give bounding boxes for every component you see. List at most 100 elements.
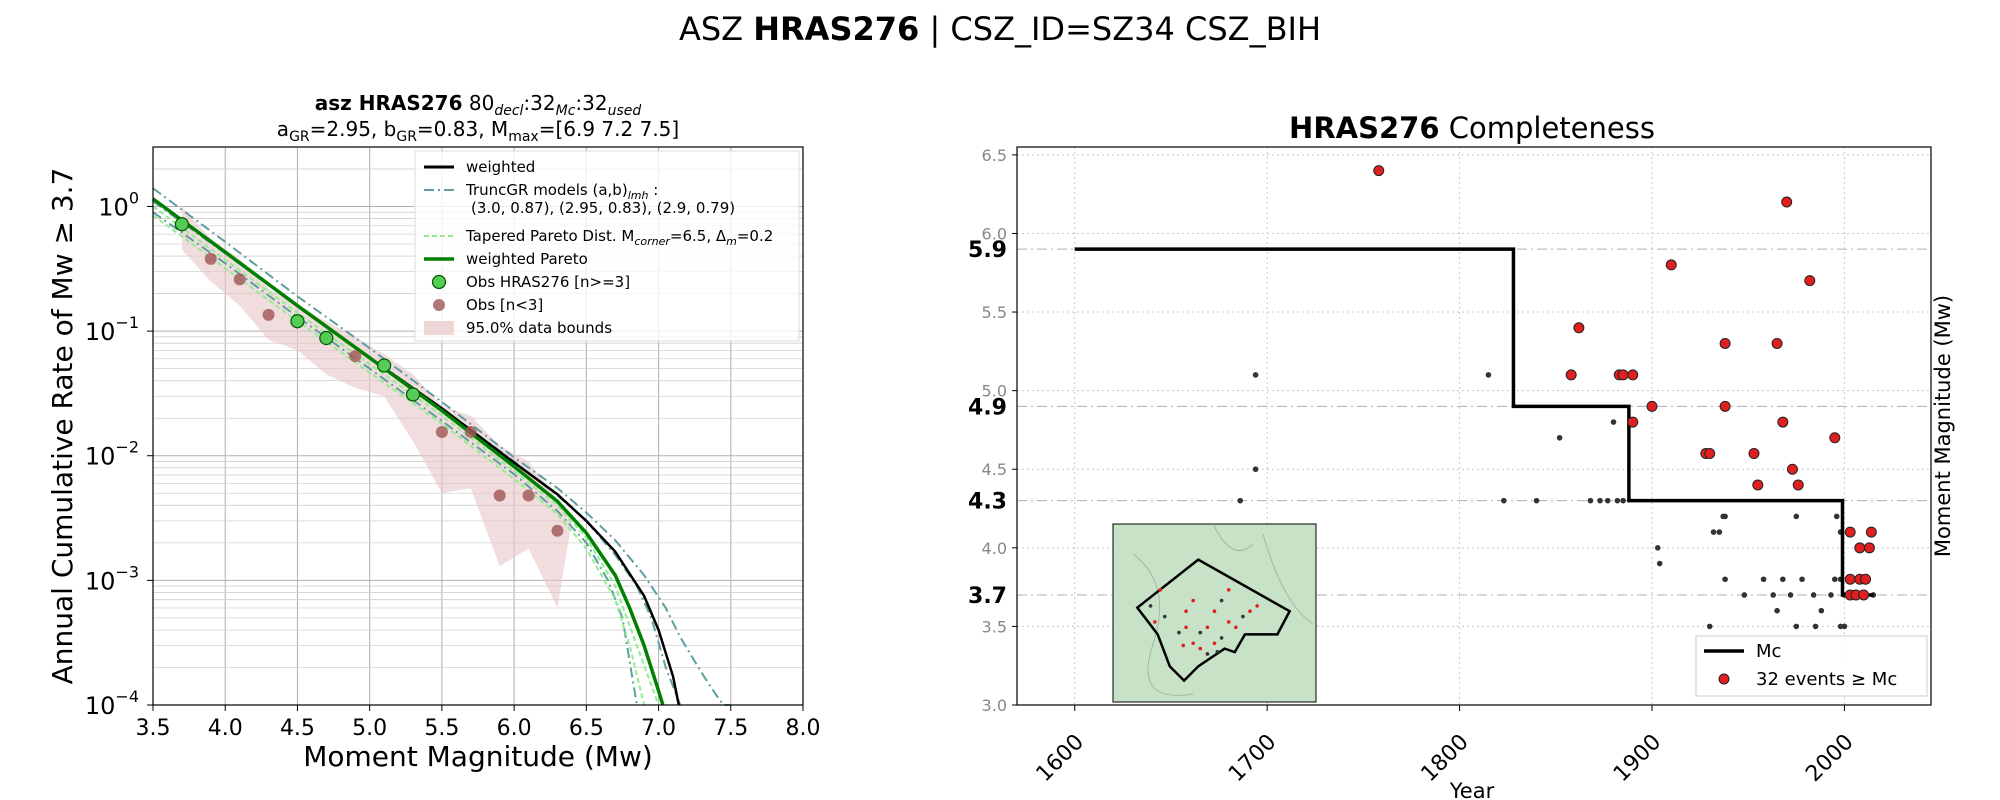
y-tick-label: 10−3 — [85, 562, 139, 595]
completeness-chart-title: HRAS276 Completeness — [1289, 111, 1655, 145]
obs-main-point — [290, 314, 305, 329]
inset-event-point — [1184, 609, 1188, 614]
mc-event-point — [1844, 526, 1856, 538]
obs-main-point — [405, 387, 421, 402]
legend-mc-label: Mc — [1756, 641, 1781, 662]
mc-event-point — [1792, 479, 1804, 491]
legend-obs-low-label: Obs [n<3] — [466, 296, 543, 314]
mc-event-point — [1719, 400, 1731, 412]
y-tick-label: 3.5 — [982, 617, 1007, 636]
small-event-point — [1604, 497, 1611, 504]
mc-event-point — [1646, 400, 1658, 412]
inset-event-point — [1198, 630, 1203, 635]
inset-event-point — [1215, 650, 1220, 654]
small-event-point — [1252, 372, 1259, 378]
inset-event-point — [1219, 598, 1224, 603]
x-tick-label: 6.0 — [497, 716, 532, 741]
inset-event-point — [1205, 652, 1210, 656]
mc-level-label: 4.9 — [968, 395, 1007, 420]
x-tick-label: 5.5 — [424, 716, 459, 741]
mc-event-point — [1860, 573, 1872, 585]
obs-low-point — [522, 489, 535, 502]
obs-main-point — [319, 330, 334, 346]
inset-event-point — [1162, 614, 1167, 619]
mc-events — [1373, 165, 1877, 601]
small-event-point — [1556, 434, 1563, 441]
small-event-point — [1706, 623, 1713, 630]
x-tick-label: 1600 — [1032, 730, 1089, 787]
small-event-point — [1793, 623, 1800, 630]
inset-event-point — [1198, 646, 1203, 651]
legend-obs-main-swatch — [431, 274, 447, 290]
small-event-point — [1799, 576, 1805, 583]
mc-event-point — [1752, 479, 1764, 491]
mc-event-point — [1665, 259, 1677, 271]
completeness-xlabel: Year — [1449, 779, 1495, 800]
mc-event-point — [1373, 165, 1385, 177]
legend-obs-main-label: Obs HRAS276 [n>=3] — [466, 273, 630, 291]
y-tick-label: 4.0 — [982, 539, 1007, 558]
legend-truncgr-values: (3.0, 0.87), (2.95, 0.83), (2.9, 0.79) — [471, 199, 735, 217]
observation-points — [174, 217, 564, 537]
mc-level-label: 5.9 — [968, 238, 1007, 263]
small-event-point — [1654, 545, 1661, 551]
inset-event-point — [1205, 625, 1210, 630]
x-tick-label: 5.0 — [352, 716, 387, 741]
obs-low-point — [551, 524, 564, 537]
completeness-legend: Mc 32 events ≥ Mc — [1695, 635, 1928, 697]
legend-box — [1695, 635, 1928, 697]
small-event-point — [1810, 592, 1817, 598]
inset-event-point — [1191, 641, 1195, 646]
small-event-point — [1587, 497, 1594, 504]
mc-event-point — [1858, 589, 1870, 601]
rate-chart-ylabel: Annual Cumulative Rate of Mw ≥ 3.7 — [46, 168, 79, 685]
mc-event-point — [1804, 275, 1816, 287]
obs-low-point — [435, 426, 448, 439]
x-tick-label: 7.5 — [713, 716, 748, 741]
y-tick-label: 5.0 — [982, 382, 1007, 401]
small-event-point — [1793, 513, 1800, 520]
wpareto-curve — [151, 197, 665, 706]
inset-event-point — [1191, 598, 1195, 603]
rate-chart: asz HRAS276 80decl:32Mc:32used aGR=2.95,… — [46, 91, 821, 773]
legend-truncgr-label: TruncGR models (a,b)lmh : — [465, 181, 658, 202]
rate-chart-title-line1: asz HRAS276 80decl:32Mc:32used — [315, 91, 642, 119]
small-event-point — [1774, 607, 1780, 614]
rate-chart-xlabel: Moment Magnitude (Mw) — [303, 740, 653, 773]
rate-chart-ticks: 3.5 4.0 4.5 5.0 5.5 6.0 6.5 7.0 7.5 8.0 100 10−1 10−… — [85, 188, 821, 741]
legend-obs-low-swatch — [433, 299, 445, 311]
inset-event-point — [1241, 614, 1245, 619]
x-tick-label: 2000 — [1801, 730, 1858, 787]
x-tick-label: 4.5 — [280, 716, 315, 741]
y-tick-label: 4.5 — [982, 460, 1007, 479]
mc-event-point — [1865, 526, 1877, 538]
inset-map — [1112, 523, 1317, 703]
truncgr-curve — [152, 187, 731, 706]
small-event-point — [1833, 513, 1840, 520]
mc-event-point — [1829, 432, 1841, 444]
y-tick-label: 6.0 — [982, 224, 1007, 243]
x-tick-label: 1700 — [1224, 730, 1281, 787]
small-event-point — [1656, 560, 1663, 567]
legend-box — [414, 150, 800, 342]
x-tick-label: 3.5 — [136, 716, 171, 741]
mc-step — [1074, 247, 1874, 597]
mc-event-point — [1854, 542, 1866, 554]
small-event-point — [1787, 592, 1794, 598]
small-event-point — [1485, 372, 1492, 378]
legend-wpareto-label: weighted Pareto — [466, 250, 588, 268]
mc-level-label: 4.3 — [968, 490, 1007, 515]
small-event-point — [1597, 497, 1603, 504]
mc-level-label: 3.7 — [968, 584, 1007, 609]
small-event-point — [1614, 497, 1621, 504]
inset-event-point — [1153, 620, 1157, 624]
small-event-point — [1780, 576, 1786, 583]
mc-event-point — [1565, 369, 1577, 381]
y-tick-label: 100 — [98, 188, 139, 221]
inset-event-point — [1181, 643, 1186, 648]
inset-event-point — [1177, 630, 1181, 635]
mc-event-point — [1617, 369, 1629, 381]
y-tick-label: 3.0 — [982, 696, 1007, 715]
obs-low-point — [349, 350, 362, 363]
truncgr-curve — [152, 211, 638, 706]
